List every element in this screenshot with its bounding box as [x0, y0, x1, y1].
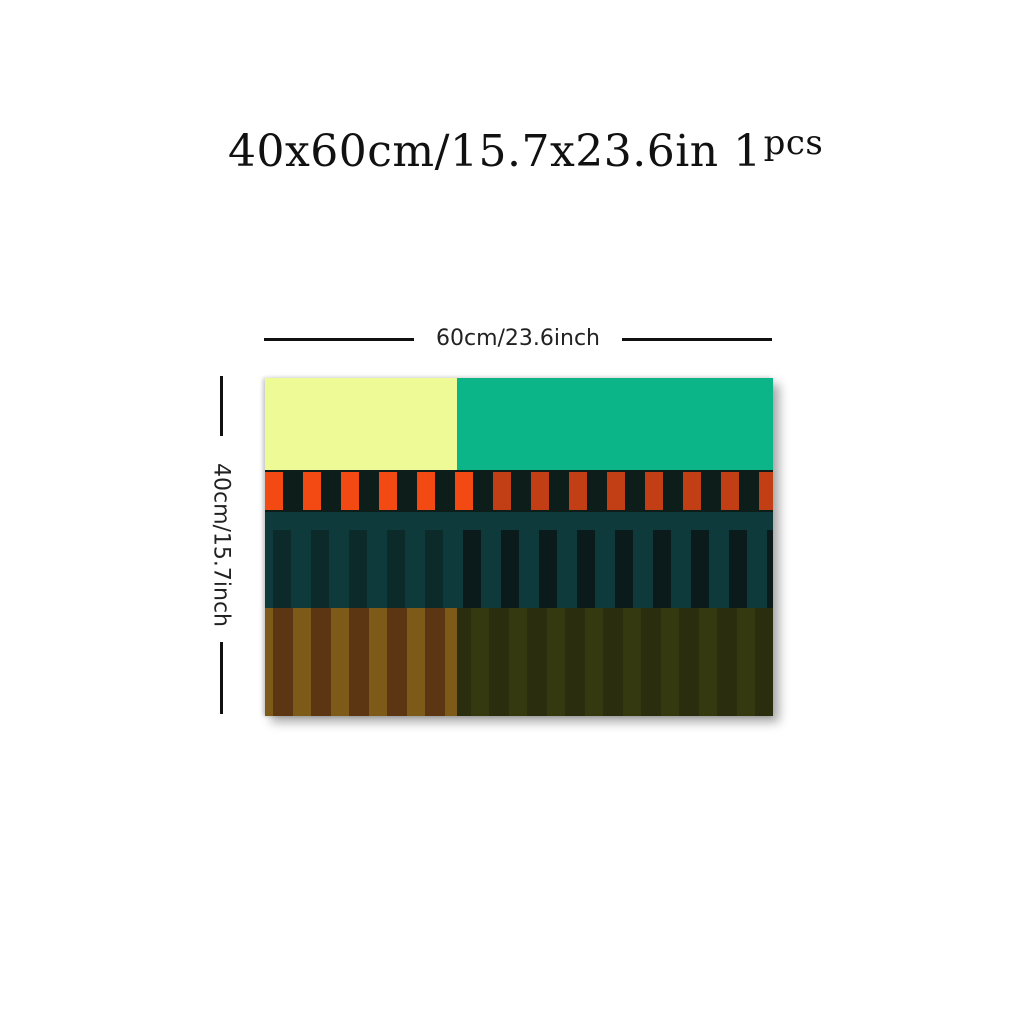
dark-column	[273, 530, 291, 608]
orange-stripe	[607, 472, 625, 510]
orange-stripe	[379, 472, 397, 510]
olive-stripe	[661, 608, 679, 716]
canvas-artwork	[265, 378, 773, 716]
olive-stripe	[471, 608, 489, 716]
height-line-bottom	[220, 642, 223, 714]
dark-column	[501, 530, 519, 608]
olive-stripe	[699, 608, 717, 716]
dark-column	[767, 530, 773, 608]
height-label: 40cm/15.7inch	[208, 462, 234, 628]
dark-column	[615, 530, 633, 608]
dark-column	[425, 530, 443, 608]
dark-column	[653, 530, 671, 608]
orange-stripe	[645, 472, 663, 510]
width-label: 60cm/23.6inch	[435, 326, 600, 351]
dark-column	[577, 530, 595, 608]
orange-stripe	[417, 472, 435, 510]
dark-column	[387, 530, 405, 608]
orange-stripe	[759, 472, 773, 510]
olive-stripe	[585, 608, 603, 716]
orange-stripe	[683, 472, 701, 510]
product-size-title: 40x60cm/15.7x23.6in 1pcs	[228, 123, 824, 177]
abstract-stripes-painting	[265, 378, 773, 716]
dark-column	[311, 530, 329, 608]
title-main: 40x60cm/15.7x23.6in 1	[228, 126, 762, 177]
brown-stripe	[311, 608, 331, 716]
brown-stripe	[387, 608, 407, 716]
title-suffix: pcs	[763, 123, 824, 163]
width-line-left	[264, 338, 414, 341]
brown-stripe	[273, 608, 293, 716]
olive-stripe	[737, 608, 755, 716]
dark-column	[463, 530, 481, 608]
dark-column	[349, 530, 367, 608]
height-line-top	[220, 376, 223, 436]
teal-block	[457, 378, 773, 470]
orange-stripe	[493, 472, 511, 510]
olive-stripe	[509, 608, 527, 716]
orange-stripe	[455, 472, 473, 510]
dark-column	[691, 530, 709, 608]
olive-block	[457, 608, 773, 716]
orange-stripe	[341, 472, 359, 510]
width-dimension: 60cm/23.6inch	[264, 324, 772, 354]
height-dimension: 40cm/15.7inch	[206, 376, 236, 714]
yellow-block	[265, 378, 457, 470]
olive-stripe	[547, 608, 565, 716]
brown-stripe	[349, 608, 369, 716]
orange-stripe	[265, 472, 283, 510]
olive-stripe	[623, 608, 641, 716]
width-line-right	[622, 338, 772, 341]
orange-stripe	[569, 472, 587, 510]
orange-stripe	[531, 472, 549, 510]
orange-stripe	[721, 472, 739, 510]
orange-stripe	[303, 472, 321, 510]
brown-stripe	[425, 608, 445, 716]
dark-column	[539, 530, 557, 608]
dark-column	[729, 530, 747, 608]
